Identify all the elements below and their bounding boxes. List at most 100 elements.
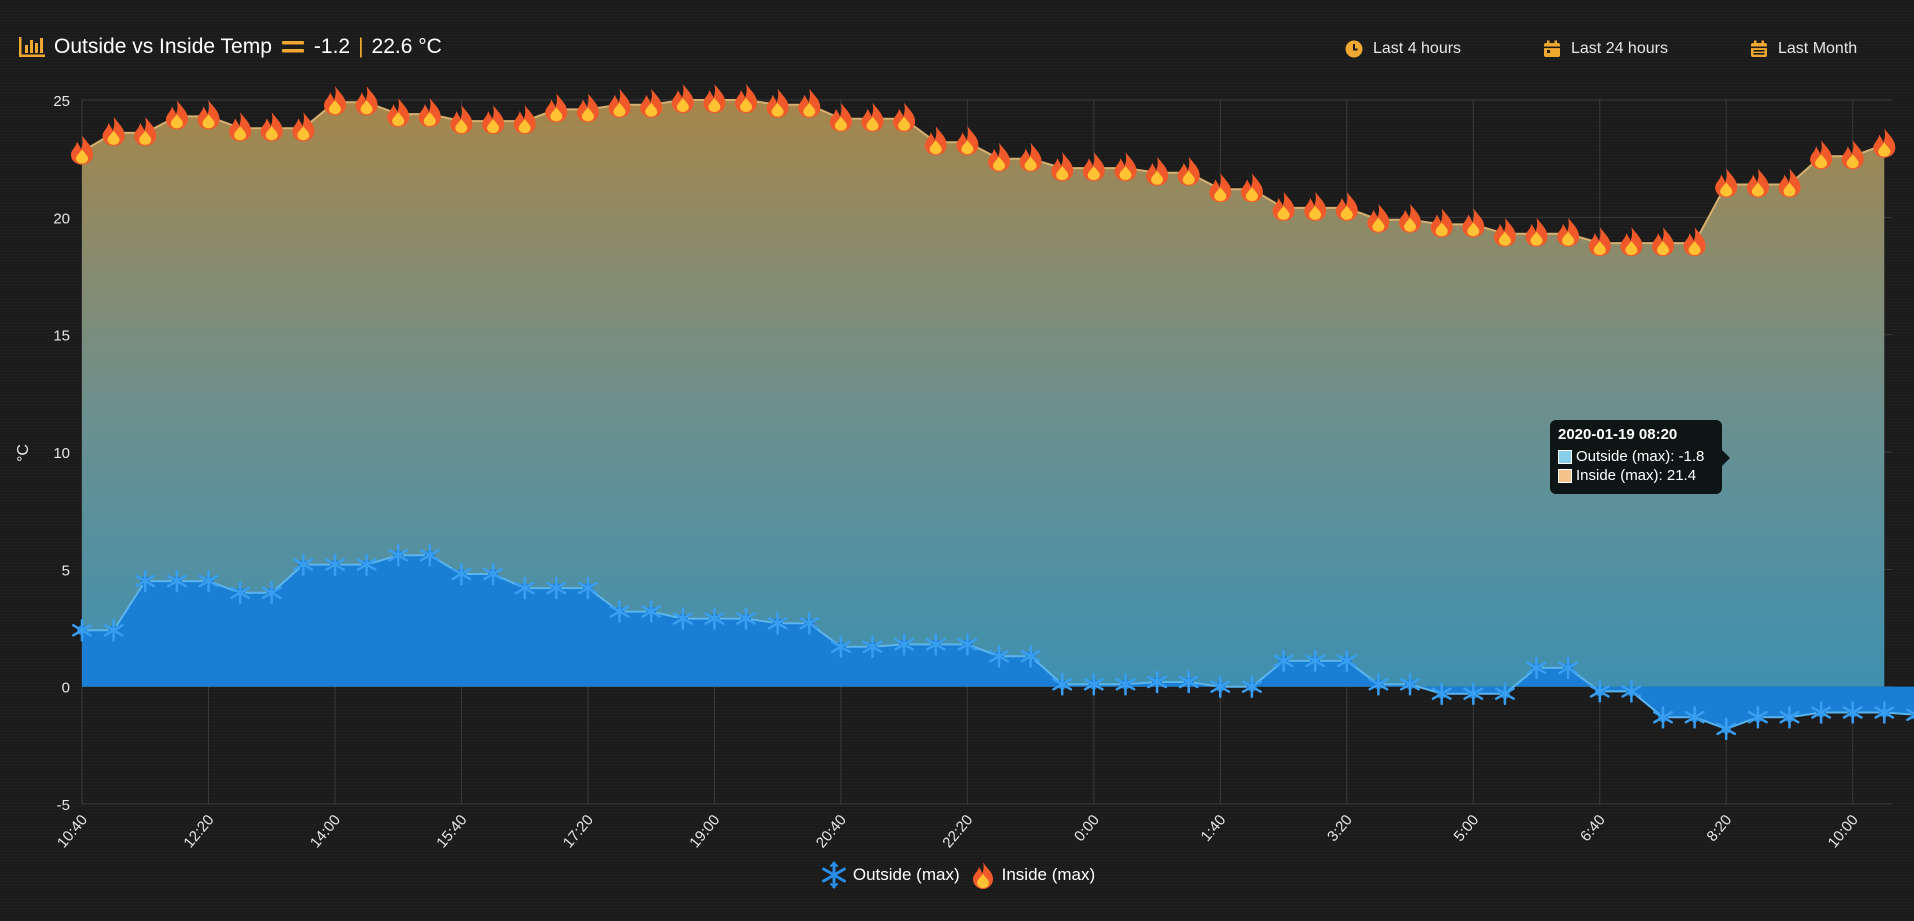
inside-point (829, 102, 852, 132)
chart-header: Outside vs Inside Temp -1.2 | 22.6 °C (18, 32, 442, 62)
time-range-buttons: Last 4 hours Last 24 hours Last Month (0, 40, 1914, 64)
tooltip-row-inside: Inside (max): 21.4 (1558, 466, 1714, 485)
outside-point (198, 569, 219, 593)
inside-point (165, 100, 188, 130)
inside-point (1557, 217, 1580, 247)
outside-point (1906, 708, 1914, 722)
outside-point (1842, 701, 1863, 724)
inside-point (260, 112, 283, 142)
inside-point (1493, 217, 1516, 247)
inside-point (766, 88, 789, 118)
inside-point (956, 126, 979, 156)
outside-point (72, 619, 92, 642)
inside-point (324, 86, 346, 116)
outside-point (388, 544, 409, 567)
outside-point (103, 619, 124, 642)
x-tick-label: 8:20 (1704, 812, 1736, 845)
outside-point (1684, 705, 1705, 729)
inside-markers (71, 84, 1896, 257)
chart-title: Outside vs Inside Temp (54, 35, 272, 58)
outside-point (1526, 656, 1547, 680)
tooltip-inside-swatch (1558, 468, 1572, 483)
outside-point (704, 607, 725, 630)
inside-point (703, 84, 726, 113)
inside-point (640, 88, 663, 118)
legend-label-inside: Inside (max) (1001, 865, 1096, 884)
outside-point (1400, 673, 1420, 696)
inside-point (1335, 191, 1358, 221)
inside-point (450, 105, 473, 135)
inside-point (924, 126, 947, 156)
y-tick-label: 10 (53, 445, 70, 462)
outside-point (356, 553, 377, 576)
inside-point (671, 84, 694, 113)
inside-point (1873, 128, 1896, 158)
x-tick-label: 12:20 (180, 812, 217, 852)
legend-item-outside[interactable]: Outside (max) (819, 860, 960, 890)
outside-point (957, 633, 978, 656)
tooltip-row-outside: Outside (max): -1.8 (1558, 447, 1714, 466)
x-tick-label: 15:40 (433, 812, 470, 852)
last-month-button[interactable]: Last Month (1750, 40, 1857, 58)
bar-chart-icon (19, 37, 45, 57)
x-tick-label: 19:00 (686, 812, 723, 852)
inside-point (1146, 156, 1169, 186)
inside-point (387, 98, 410, 128)
y-tick-label: 15 (53, 328, 70, 345)
x-tick-label: 5:00 (1451, 812, 1483, 845)
last-24-hours-button[interactable]: Last 24 hours (1543, 40, 1668, 58)
outside-point (546, 576, 567, 600)
outside-point (609, 600, 630, 623)
chart-legend: Outside (max) Inside (max) (0, 860, 1914, 890)
outside-point (135, 569, 156, 593)
inside-line (81, 99, 1885, 245)
clock-icon (1345, 40, 1363, 58)
outside-point (830, 635, 851, 659)
inside-point (1209, 173, 1232, 203)
inside-point (735, 84, 757, 113)
outside-point (1653, 705, 1673, 729)
inside-point (1683, 227, 1706, 257)
tooltip-outside-text: Outside (max): -1.8 (1576, 448, 1705, 465)
inside-point (197, 100, 220, 130)
outside-point (672, 607, 693, 630)
outside-point (1811, 701, 1832, 724)
inside-point (1019, 142, 1042, 172)
y-tick-label: 0 (62, 680, 70, 697)
y-tick-label: 5 (62, 562, 70, 579)
last-4-hours-button[interactable]: Last 4 hours (1345, 40, 1461, 58)
legend-item-inside[interactable]: Inside (max) (968, 860, 1096, 890)
inside-point (545, 93, 568, 123)
inside-point (988, 142, 1010, 172)
outside-point (1558, 656, 1579, 680)
outside-current-value: -1.2 (313, 35, 351, 58)
outside-point (1305, 649, 1326, 673)
outside-point (1083, 673, 1104, 696)
x-tick-label: 14:00 (307, 812, 344, 852)
x-tick-label: 22:20 (939, 812, 976, 852)
value-separator: | (358, 35, 364, 58)
outside-point (166, 569, 187, 593)
outside-point (1020, 644, 1041, 668)
inside-point (1810, 140, 1833, 170)
tooltip-inside-text: Inside (max): 21.4 (1576, 467, 1697, 484)
inside-point (608, 88, 631, 118)
outside-point (1716, 717, 1737, 741)
inside-point (513, 105, 536, 135)
inside-point (71, 135, 93, 165)
x-tick-label: 6:40 (1577, 812, 1609, 845)
outside-point (1368, 673, 1389, 696)
inside-point (1746, 168, 1769, 198)
inside-point (576, 93, 599, 123)
x-tick-label: 3:20 (1324, 812, 1356, 845)
y-tick-label: 20 (53, 210, 70, 227)
equals-icon (281, 41, 304, 53)
snowflake-icon (821, 861, 846, 889)
x-tick-label: 0:00 (1071, 812, 1103, 845)
last-month-label: Last Month (1778, 40, 1858, 57)
outside-point (1241, 675, 1262, 698)
outside-point (894, 633, 915, 656)
flame-icon (972, 862, 993, 889)
outside-point (514, 576, 535, 600)
outside-point (1336, 649, 1357, 673)
